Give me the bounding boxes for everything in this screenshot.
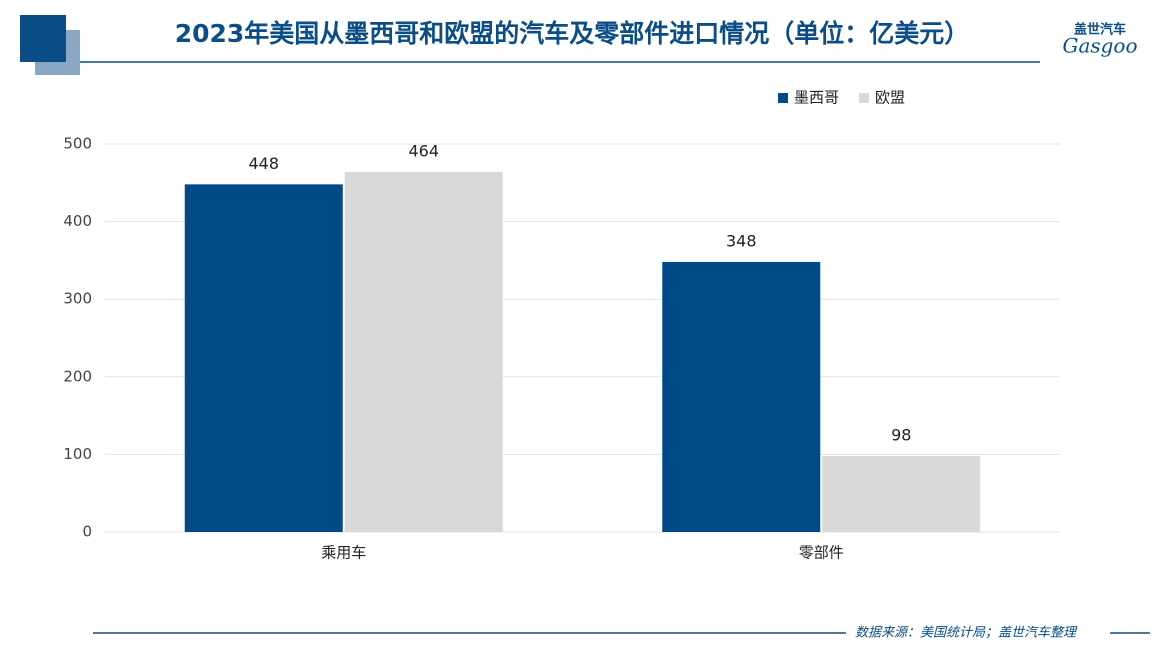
- bar: [822, 455, 981, 532]
- source: 数据来源：美国统计局；盖世汽车整理: [855, 626, 1078, 641]
- legend-swatch: [859, 93, 870, 103]
- logo-name: 盖世汽车: [1074, 22, 1126, 38]
- legend-label: 欧盟: [875, 89, 905, 107]
- y-tick-label: 500: [63, 135, 92, 153]
- legend-label: 墨西哥: [794, 89, 839, 107]
- x-tick-label: 零部件: [799, 544, 844, 562]
- y-tick-label: 100: [63, 445, 92, 463]
- decor-square: [20, 15, 66, 62]
- value-label: 348: [726, 231, 757, 250]
- value-label: 98: [891, 425, 911, 444]
- value-label: 448: [248, 154, 279, 173]
- bar: [184, 184, 343, 533]
- source-bg: [846, 622, 1110, 644]
- bar: [662, 261, 821, 532]
- y-tick-label: 400: [63, 212, 92, 230]
- bar: [344, 171, 503, 532]
- y-tick-label: 0: [82, 523, 92, 541]
- logo-brand: Gasgoo: [1062, 34, 1137, 58]
- value-label: 464: [408, 141, 439, 160]
- y-tick-label: 200: [63, 367, 92, 385]
- y-tick-label: 300: [63, 290, 92, 308]
- legend-swatch: [778, 93, 788, 103]
- x-tick-label: 乘用车: [321, 544, 366, 562]
- chart-title: 2023年美国从墨西哥和欧盟的汽车及零部件进口情况（单位：亿美元）: [175, 19, 970, 48]
